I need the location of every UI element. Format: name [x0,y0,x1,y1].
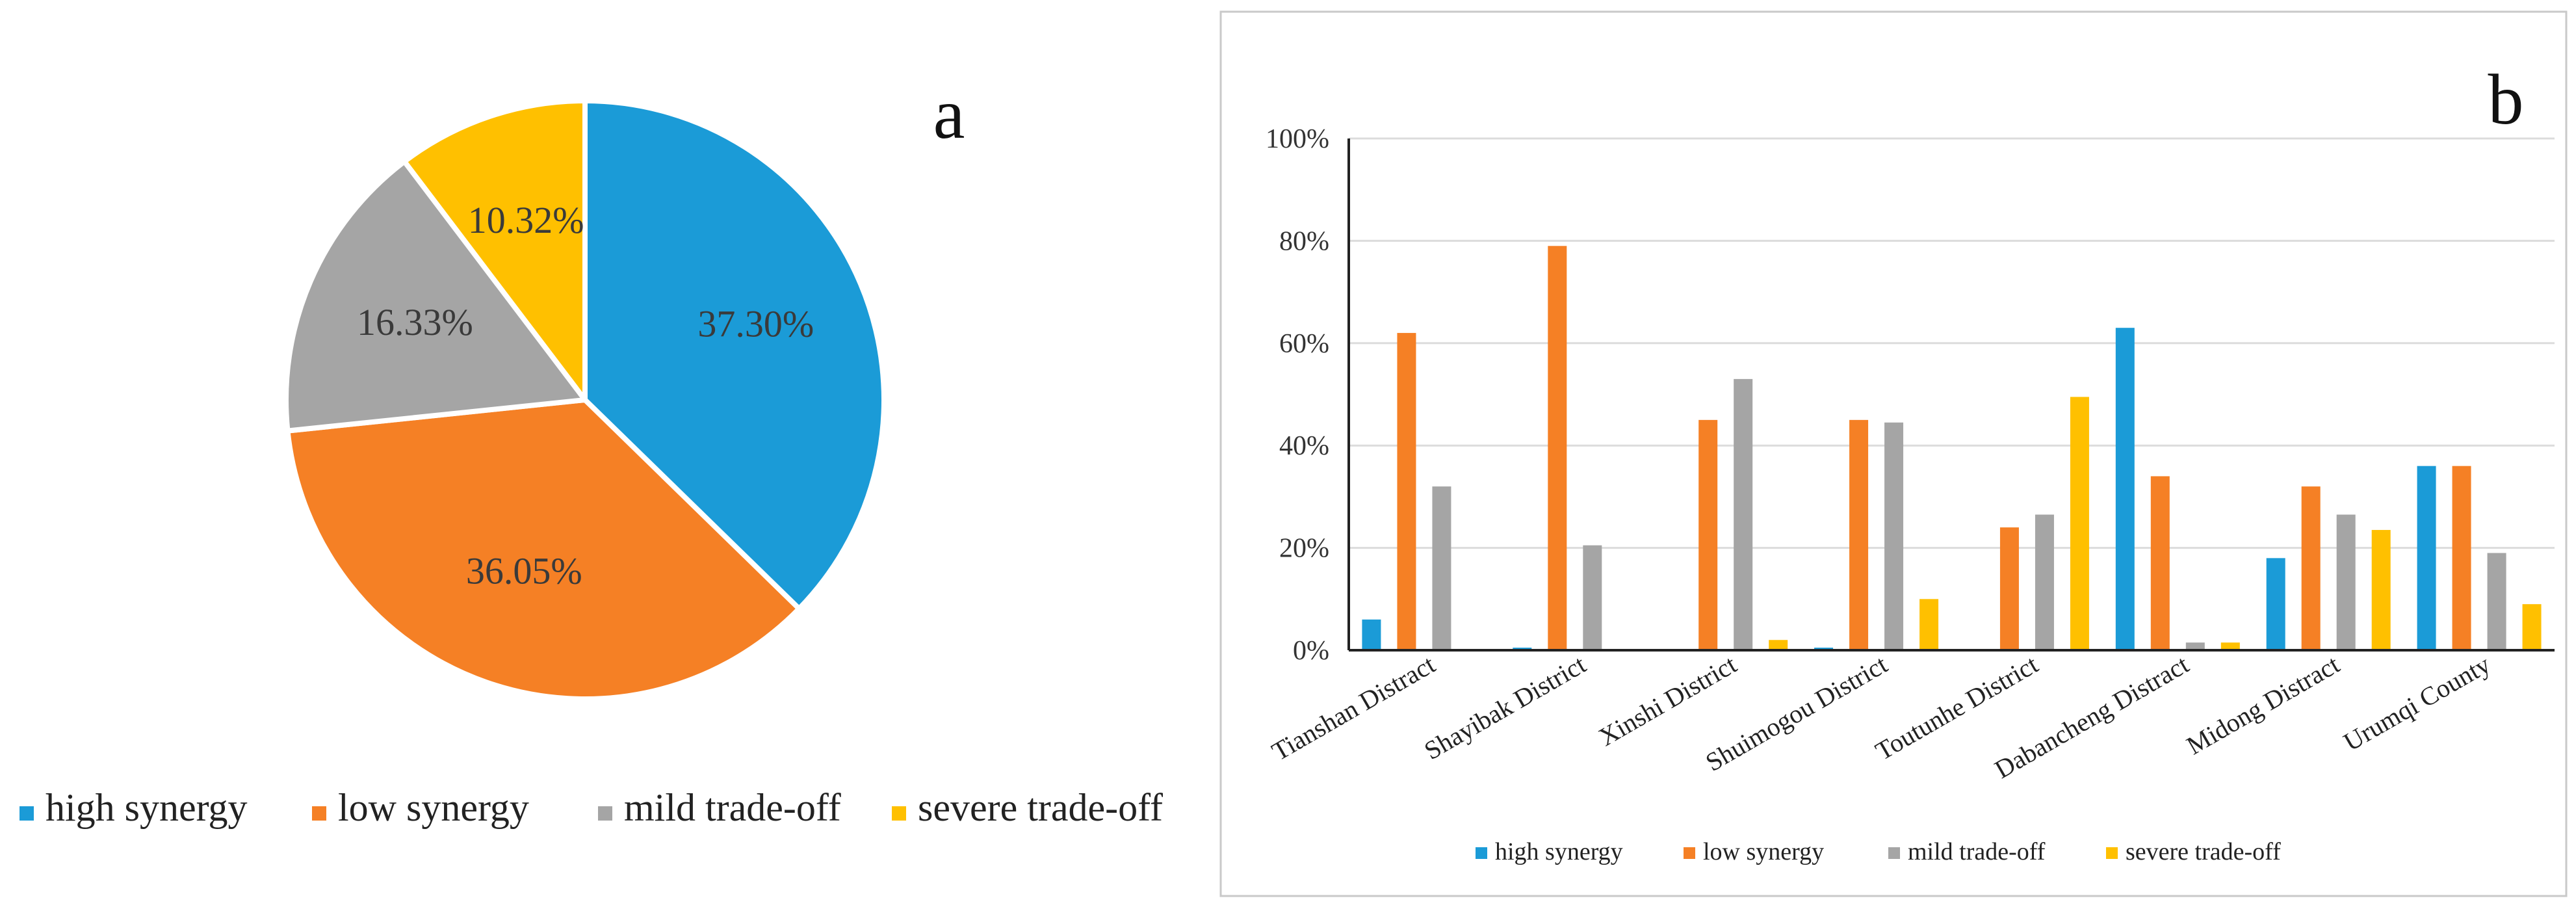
bar-legend-label-low-synergy: low synergy [1703,838,1824,865]
panel-label-b: b [2488,60,2524,139]
pie-legend-label-low-synergy: low synergy [338,786,529,829]
pie-legend-item-low-synergy: low synergy [312,786,529,829]
bar-urumqi-county-high-synergy [2417,466,2436,650]
x-tick-label-midong-distract: Midong Distract [2181,650,2345,761]
bar-group-dabancheng-distract [2115,328,2240,650]
bar-legend-swatch-severe-trade-off [2106,847,2118,859]
x-tick-label-tianshan-distract: Tianshan Distract [1267,650,1440,767]
bar-xinshi-district-mild-trade-off [1734,378,1753,650]
bar-tianshan-distract-mild-trade-off [1432,486,1451,650]
bar-legend-swatch-low-synergy [1684,847,1695,859]
x-tick-label-shayibak-district: Shayibak District [1419,650,1591,765]
bar-group-shuimogou-district [1814,419,1939,650]
bar-dabancheng-distract-severe-trade-off [2220,642,2240,650]
y-tick-label-40: 40% [1279,431,1329,461]
bar-toutunhe-district-low-synergy [1999,527,2019,650]
pie-slices [283,98,887,702]
pie-slice-high-synergy [582,98,887,612]
bar-shuimogou-district-low-synergy [1849,419,1869,650]
bar-midong-distract-severe-trade-off [2371,530,2391,650]
bar-dabancheng-distract-low-synergy [2150,476,2170,650]
bar-dabancheng-distract-mild-trade-off [2185,642,2205,650]
bar-chart-frame [1219,10,2568,897]
bar-midong-distract-low-synergy [2301,486,2321,650]
bar-group-tianshan-distract [1362,333,1451,650]
pie-slice-severe-trade-off [402,98,588,402]
pie-legend-swatch-mild-trade-off [598,806,612,821]
bar-tianshan-distract-low-synergy [1397,333,1416,650]
bar-group-shayibak-district [1513,246,1602,650]
bar-legend-label-high-synergy: high synergy [1495,838,1623,865]
pie-slice-label-high-synergy: 37.30% [697,303,814,345]
bar-chart-bars [1362,246,2542,650]
bar-shuimogou-district-mild-trade-off [1884,422,1904,650]
bar-chart-axes [1347,138,2555,652]
bar-chart-panel: 0% 20% 40% 60% 80% 100% Tianshan DistractShay… [1219,10,2568,897]
bar-tianshan-distract-high-synergy [1362,619,1381,650]
y-tick-label-0: 0% [1293,636,1329,666]
x-tick-label-urumqi-county: Urumqi County [2339,650,2495,757]
pie-legend-label-severe-trade-off: severe trade-off [918,786,1163,829]
bar-group-xinshi-district [1698,378,1788,650]
bar-shayibak-district-low-synergy [1548,246,1567,650]
pie-legend-label-mild-trade-off: mild trade-off [624,786,841,829]
bar-urumqi-county-mild-trade-off [2487,553,2506,650]
bar-shayibak-district-mild-trade-off [1583,545,1602,650]
panel-label-a: a [933,74,965,153]
bar-group-toutunhe-district [1999,397,2089,650]
bar-legend-swatch-mild-trade-off [1888,847,1900,859]
bar-legend-label-mild-trade-off: mild trade-off [1908,838,2046,865]
bar-urumqi-county-low-synergy [2452,466,2471,650]
y-tick-label-20: 20% [1279,534,1329,564]
bar-toutunhe-district-mild-trade-off [2035,514,2054,650]
pie-legend-item-mild-trade-off: mild trade-off [598,786,841,829]
bar-legend-label-severe-trade-off: severe trade-off [2126,838,2281,865]
pie-chart-panel: 37.30% 36.05% 16.33% 10.32% a high synergy l… [20,74,1163,829]
pie-slice-label-mild-trade-off: 16.33% [357,301,473,343]
bar-xinshi-district-low-synergy [1698,419,1718,650]
pie-slice-labels: 37.30% 36.05% 16.33% 10.32% [357,199,814,592]
bar-dabancheng-distract-high-synergy [2115,328,2135,650]
bar-chart-legend: high synergy low synergy mild trade-off sev… [1476,838,2281,865]
pie-legend-label-high-synergy: high synergy [46,786,248,829]
x-tick-label-xinshi-district: Xinshi District [1594,650,1741,752]
y-tick-label-80: 80% [1279,226,1329,256]
bar-legend-item-low-synergy: low synergy [1684,838,1824,865]
pie-legend-swatch-low-synergy [312,806,326,821]
bar-xinshi-district-severe-trade-off [1769,640,1788,650]
bar-toutunhe-district-severe-trade-off [2070,397,2089,650]
bar-shuimogou-district-severe-trade-off [1919,599,1939,650]
pie-slice-mild-trade-off [283,159,588,434]
bar-legend-item-severe-trade-off: severe trade-off [2106,838,2281,865]
bar-chart-y-ticks: 0% 20% 40% 60% 80% 100% [1266,124,1329,666]
bar-urumqi-county-severe-trade-off [2522,604,2542,650]
bar-legend-swatch-high-synergy [1476,847,1487,859]
bar-group-urumqi-county [2417,466,2542,650]
bar-midong-distract-high-synergy [2266,558,2285,650]
bar-chart-gridlines [1349,137,2555,549]
pie-legend: high synergy low synergy mild trade-off sev… [20,786,1163,829]
pie-legend-swatch-severe-trade-off [892,806,906,821]
bar-midong-distract-mild-trade-off [2336,514,2356,650]
pie-slice-low-synergy [285,397,802,702]
pie-slice-label-low-synergy: 36.05% [466,550,582,592]
pie-slice-label-severe-trade-off: 10.32% [468,199,584,241]
y-tick-label-100: 100% [1266,124,1329,154]
bar-legend-item-mild-trade-off: mild trade-off [1888,838,2046,865]
pie-legend-item-severe-trade-off: severe trade-off [892,786,1163,829]
pie-legend-item-high-synergy: high synergy [20,786,248,829]
bar-legend-item-high-synergy: high synergy [1476,838,1623,865]
y-tick-label-60: 60% [1279,329,1329,359]
pie-legend-swatch-high-synergy [20,806,34,821]
bar-group-midong-distract [2266,486,2391,650]
